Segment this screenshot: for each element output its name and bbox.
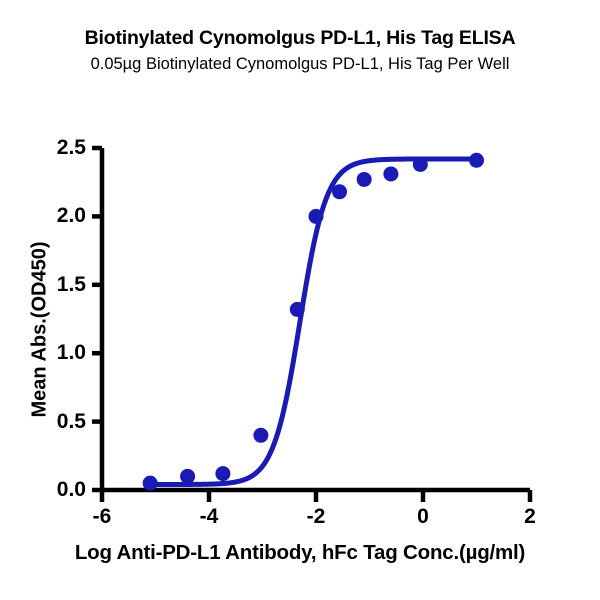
data-point — [143, 476, 158, 491]
data-point — [469, 153, 484, 168]
x-tick-label-0: -6 — [93, 505, 112, 529]
x-tick-label-4: 2 — [524, 505, 536, 529]
data-point — [309, 209, 324, 224]
data-point — [383, 166, 398, 181]
data-point — [413, 157, 428, 172]
x-tick-label-1: -4 — [200, 505, 219, 529]
data-point — [290, 302, 305, 317]
data-point — [180, 469, 195, 484]
x-tick-label-3: 0 — [417, 505, 429, 529]
plot-area: 0.00.51.01.52.02.5 -6-4-202 Mean Abs.(OD… — [0, 0, 600, 600]
data-point — [332, 184, 347, 199]
axis-lines — [100, 148, 530, 490]
y-axis-title: Mean Abs.(OD450) — [29, 180, 52, 480]
data-point — [253, 428, 268, 443]
data-point — [357, 172, 372, 187]
y-tick-label-5: 2.5 — [14, 136, 86, 160]
data-point-group — [143, 153, 484, 491]
chart-page: Biotinylated Cynomolgus PD-L1, His Tag E… — [0, 0, 600, 600]
fit-curve-line — [150, 159, 476, 485]
chart-canvas — [0, 0, 600, 600]
data-point — [215, 466, 230, 481]
x-axis-title: Log Anti-PD-L1 Antibody, hFc Tag Conc.(µ… — [0, 541, 600, 565]
x-tick-label-2: -2 — [307, 505, 326, 529]
y-tick-label-0: 0.0 — [14, 478, 86, 502]
